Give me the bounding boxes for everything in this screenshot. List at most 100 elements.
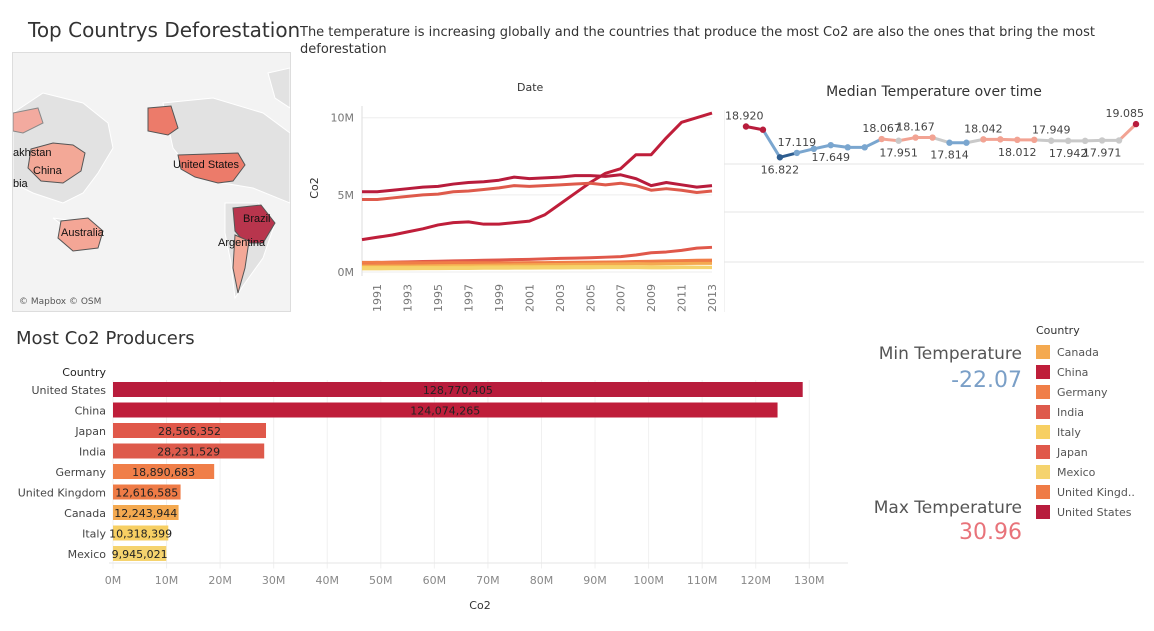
temperature-point[interactable] bbox=[878, 135, 885, 143]
bar-china[interactable] bbox=[113, 402, 778, 418]
x-tick-label: 120M bbox=[740, 574, 771, 587]
temperature-point[interactable] bbox=[810, 145, 818, 152]
legend-item[interactable]: Germany bbox=[1036, 382, 1154, 402]
bar-india[interactable] bbox=[113, 443, 265, 459]
map-label-united-states: United States bbox=[173, 159, 240, 171]
temperature-point[interactable] bbox=[997, 136, 1004, 143]
temperature-point[interactable] bbox=[1064, 137, 1072, 145]
temperature-point[interactable] bbox=[1115, 137, 1123, 144]
temperature-point[interactable] bbox=[980, 136, 987, 143]
bar-data-label: 10,318,399 bbox=[109, 528, 172, 541]
legend-item[interactable]: Japan bbox=[1036, 442, 1154, 462]
bar-data-label: 128,770,405 bbox=[423, 384, 493, 397]
y-tick-label: 10M bbox=[331, 112, 355, 125]
bar-united-states[interactable] bbox=[113, 382, 803, 397]
bar-mexico[interactable] bbox=[113, 546, 167, 561]
x-tick-label: 50M bbox=[369, 574, 393, 587]
bar-data-label: 12,243,944 bbox=[114, 507, 177, 520]
temperature-point[interactable] bbox=[776, 154, 784, 161]
bar-data-label: 12,616,585 bbox=[115, 487, 178, 500]
legend-title: Country bbox=[1036, 324, 1080, 337]
temperature-chart-title: Median Temperature over time bbox=[826, 84, 1042, 100]
bar-chart-title: Most Co2 Producers bbox=[16, 328, 195, 349]
x-tick-label: 30M bbox=[262, 574, 286, 587]
temperature-point[interactable] bbox=[827, 141, 834, 149]
country-united-states bbox=[177, 152, 246, 184]
series-line-united-states[interactable] bbox=[362, 173, 713, 194]
temperature-point[interactable] bbox=[759, 126, 767, 133]
bar-italy[interactable] bbox=[113, 525, 169, 541]
max-temperature-label: Max Temperature bbox=[873, 498, 1022, 518]
bar-category-label: United Kingdom bbox=[18, 487, 106, 500]
bar-germany[interactable] bbox=[113, 464, 215, 479]
landmass-greenland bbox=[267, 67, 290, 109]
series-line-china[interactable] bbox=[361, 111, 713, 242]
line-chart-title: Date bbox=[517, 81, 544, 94]
series-line-india[interactable] bbox=[362, 181, 713, 201]
y-tick-label: 0M bbox=[338, 266, 355, 279]
temperature-point[interactable] bbox=[1098, 137, 1106, 144]
legend-item[interactable]: India bbox=[1036, 402, 1154, 422]
map-label-brazil: Brazil bbox=[243, 213, 271, 225]
temperature-point[interactable] bbox=[1132, 120, 1140, 128]
map-label-mongolia: bia bbox=[13, 178, 28, 190]
temperature-point[interactable] bbox=[793, 149, 801, 157]
map-label-kazakhstan: akhstan bbox=[13, 147, 52, 159]
x-tick-label: 80M bbox=[530, 574, 554, 587]
legend-swatch bbox=[1036, 405, 1050, 419]
temperature-point[interactable] bbox=[895, 137, 902, 144]
x-tick-label: 70M bbox=[476, 574, 500, 587]
country-china bbox=[27, 142, 86, 184]
country-legend: Country Canada China Germany India Italy Japa… bbox=[1036, 324, 1154, 522]
legend-item[interactable]: China bbox=[1036, 362, 1154, 382]
temperature-point[interactable] bbox=[1081, 137, 1089, 145]
legend-item[interactable]: United States bbox=[1036, 502, 1154, 522]
legend-swatch bbox=[1036, 485, 1050, 499]
legend-swatch bbox=[1036, 385, 1050, 399]
temperature-point[interactable] bbox=[844, 144, 851, 151]
series-line-mexico[interactable] bbox=[362, 266, 712, 271]
temperature-data-label: 17.649 bbox=[812, 151, 851, 164]
temperature-point[interactable] bbox=[929, 134, 936, 141]
legend-label: Italy bbox=[1057, 425, 1081, 439]
country-australia bbox=[57, 217, 104, 252]
temperature-point[interactable] bbox=[742, 123, 750, 130]
x-tick-label: 20M bbox=[208, 574, 232, 587]
x-tick-label: 100M bbox=[633, 574, 664, 587]
legend-item[interactable]: Italy bbox=[1036, 422, 1154, 442]
x-tick-label: 10M bbox=[155, 574, 179, 587]
bar-data-label: 28,566,352 bbox=[158, 425, 221, 438]
bar-category-label: Japan bbox=[74, 425, 106, 438]
co2-bar-chart[interactable]: Country 0M 10M 20M 30M 40M 50M 60M 70M 80M 90M 100M… bbox=[10, 362, 860, 622]
temperature-data-label: 18.167 bbox=[896, 121, 935, 134]
legend-label: Mexico bbox=[1057, 465, 1096, 479]
dashboard-subtitle: The temperature is increasing globally a… bbox=[300, 25, 1095, 57]
bar-canada[interactable] bbox=[113, 505, 179, 520]
temperature-data-label: 18.012 bbox=[998, 146, 1037, 159]
temperature-point[interactable] bbox=[912, 134, 919, 141]
temperature-line-chart[interactable]: 18.920 16.822 17.119 17.649 18.067 17.951 18.1… bbox=[724, 80, 1146, 312]
temperature-panel: Median Temperature over time 18.920 16.82… bbox=[724, 80, 1146, 312]
temperature-point[interactable] bbox=[1031, 136, 1038, 144]
bar-united-kingdom[interactable] bbox=[113, 484, 181, 500]
legend-item[interactable]: United Kingd.. bbox=[1036, 482, 1154, 502]
legend-item[interactable]: Canada bbox=[1036, 342, 1154, 362]
x-tick-label: 0M bbox=[105, 574, 122, 587]
map-label-australia: Australia bbox=[61, 227, 104, 239]
x-tick-label: 2005 bbox=[584, 284, 597, 312]
co2-line-chart[interactable]: Date Co2 0M 5M 10M 1991 1993 1995 1997 1999 2001 20… bbox=[300, 76, 720, 316]
temperature-point[interactable] bbox=[946, 139, 953, 146]
temperature-line-segment bbox=[1117, 122, 1138, 142]
bar-japan[interactable] bbox=[113, 423, 267, 438]
temperature-point[interactable] bbox=[1014, 136, 1021, 144]
temperature-point[interactable] bbox=[861, 144, 868, 151]
deforestation-map[interactable]: China akhstan bia Australia United State… bbox=[12, 52, 291, 312]
temperature-point[interactable] bbox=[963, 139, 970, 146]
bar-category-label: Italy bbox=[82, 528, 106, 541]
x-tick-label: 2013 bbox=[706, 284, 719, 312]
x-tick-label: 2007 bbox=[615, 284, 628, 312]
legend-swatch bbox=[1036, 345, 1050, 359]
bar-category-label: United States bbox=[32, 384, 107, 397]
temperature-point[interactable] bbox=[1048, 137, 1055, 144]
legend-item[interactable]: Mexico bbox=[1036, 462, 1154, 482]
